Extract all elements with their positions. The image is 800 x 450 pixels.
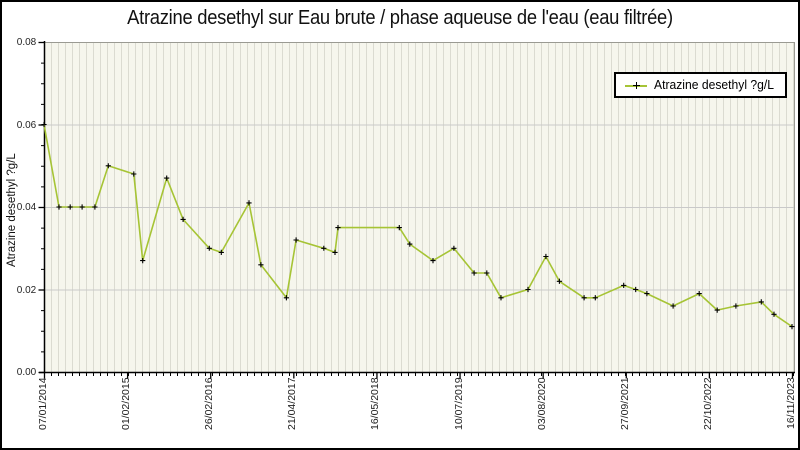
chart-title: Atrazine desethyl sur Eau brute / phase … bbox=[127, 7, 673, 29]
x-tick-label: 26/02/2016 bbox=[203, 377, 216, 430]
legend-series-label: Atrazine desethyl ?g/L bbox=[654, 78, 774, 92]
legend-line-marker-icon bbox=[625, 80, 647, 91]
x-tick-label: 22/10/2022 bbox=[701, 377, 714, 430]
x-tick-label: 03/08/2020 bbox=[535, 377, 548, 430]
x-tick-label: 16/05/2018 bbox=[369, 377, 382, 430]
x-tick-label: 16/11/2023 bbox=[785, 377, 797, 429]
y-tick-label: 0.02 bbox=[16, 283, 37, 296]
y-tick-label: 0.04 bbox=[16, 201, 37, 213]
y-tick-label: 0.06 bbox=[16, 118, 37, 131]
y-tick-label: 0.00 bbox=[16, 366, 37, 378]
x-tick-label: 10/07/2019 bbox=[452, 377, 465, 430]
x-tick-label: 27/09/2021 bbox=[618, 377, 631, 430]
x-tick-label: 01/02/2015 bbox=[120, 377, 133, 430]
data-point-markers bbox=[41, 121, 795, 330]
x-tick-label: 07/01/2014 bbox=[37, 377, 49, 430]
legend-box: Atrazine desethyl ?g/L bbox=[614, 72, 787, 98]
x-tick-label: 21/04/2017 bbox=[286, 377, 299, 430]
y-tick-label: 0.08 bbox=[16, 36, 37, 48]
